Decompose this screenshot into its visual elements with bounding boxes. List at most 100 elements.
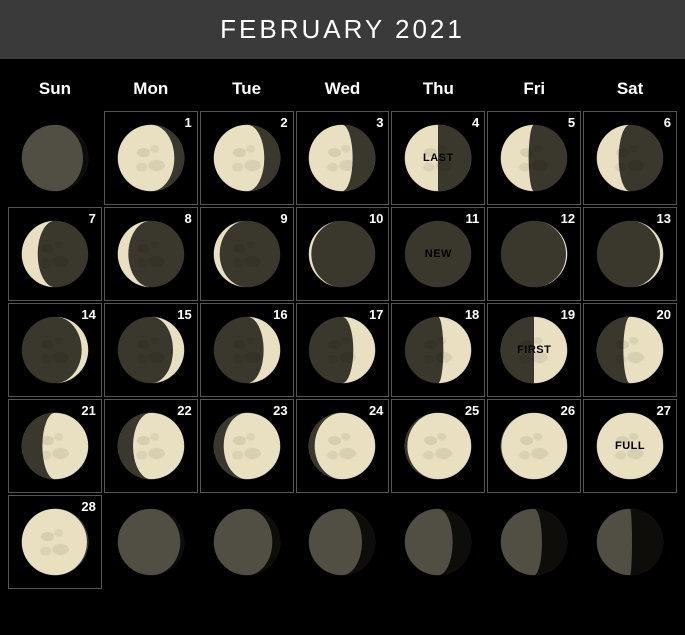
day-number: 3: [376, 115, 383, 130]
day-number: 6: [664, 115, 671, 130]
moon-phase-icon: [114, 505, 188, 579]
calendar-cell: 15: [104, 303, 198, 397]
day-number: 9: [280, 211, 287, 226]
calendar-cell: 6: [583, 111, 677, 205]
day-number: 4: [472, 115, 479, 130]
calendar-cell: 13: [583, 207, 677, 301]
moon-phase-icon: [114, 313, 188, 387]
day-number: 28: [81, 499, 95, 514]
calendar-cell: [8, 111, 102, 205]
day-number: 10: [369, 211, 383, 226]
day-header-tue: Tue: [200, 69, 294, 105]
moon-phase-icon: [114, 217, 188, 291]
calendar-cell: 8: [104, 207, 198, 301]
day-number: 20: [657, 307, 671, 322]
day-number: 1: [184, 115, 191, 130]
day-number: 27: [657, 403, 671, 418]
calendar-body: Sun Mon Tue Wed Thu Fri Sat 1: [0, 59, 685, 597]
moon-phase-icon: [593, 217, 667, 291]
moon-phase-icon: [401, 409, 475, 483]
calendar-cell: 9: [200, 207, 294, 301]
calendar-cell: 12: [487, 207, 581, 301]
calendar-cell: 5: [487, 111, 581, 205]
moon-phase-icon: [210, 505, 284, 579]
moon-phase-icon: [18, 313, 92, 387]
day-header-fri: Fri: [487, 69, 581, 105]
day-header-mon: Mon: [104, 69, 198, 105]
day-number: 5: [568, 115, 575, 130]
moon-phase-icon: [593, 313, 667, 387]
calendar-cell: 7: [8, 207, 102, 301]
calendar-cell: [583, 495, 677, 589]
day-number: 26: [561, 403, 575, 418]
calendar-cell: 22: [104, 399, 198, 493]
day-header-thu: Thu: [391, 69, 485, 105]
calendar-title: FEBRUARY 2021: [0, 14, 685, 45]
calendar-cell: 24: [296, 399, 390, 493]
calendar-cell: 17: [296, 303, 390, 397]
calendar-cell: 1: [104, 111, 198, 205]
calendar-cell: [487, 495, 581, 589]
moon-phase-icon: [18, 121, 92, 195]
moon-phase-icon: [18, 409, 92, 483]
calendar-cell: 27 FULL: [583, 399, 677, 493]
calendar-header: FEBRUARY 2021: [0, 0, 685, 59]
moon-phase-icon: [114, 121, 188, 195]
calendar-cell: [200, 495, 294, 589]
day-number: 13: [657, 211, 671, 226]
phase-label: NEW: [425, 248, 452, 260]
day-number: 25: [465, 403, 479, 418]
calendar-cell: 2: [200, 111, 294, 205]
day-number: 19: [561, 307, 575, 322]
moon-phase-icon: [210, 217, 284, 291]
calendar-cell: 4 LAST: [391, 111, 485, 205]
day-number: 24: [369, 403, 383, 418]
moon-phase-icon: [18, 217, 92, 291]
day-number: 12: [561, 211, 575, 226]
moon-phase-icon: [305, 505, 379, 579]
calendar-cell: 26: [487, 399, 581, 493]
calendar-cell: 3: [296, 111, 390, 205]
calendar-cell: 28: [8, 495, 102, 589]
day-header-sun: Sun: [8, 69, 102, 105]
calendar-cell: 14: [8, 303, 102, 397]
moon-phase-icon: [497, 505, 571, 579]
moon-phase-icon: [18, 505, 92, 579]
calendar-cell: [104, 495, 198, 589]
moon-phase-icon: [210, 121, 284, 195]
moon-phase-icon: [305, 409, 379, 483]
day-number: 23: [273, 403, 287, 418]
calendar-grid: 1 2 3: [8, 111, 677, 589]
calendar-cell: 20: [583, 303, 677, 397]
day-number: 14: [81, 307, 95, 322]
day-number: 17: [369, 307, 383, 322]
day-number: 15: [177, 307, 191, 322]
day-header-sat: Sat: [583, 69, 677, 105]
phase-label: LAST: [423, 152, 454, 164]
moon-phase-icon: [401, 505, 475, 579]
moon-phase-icon: [305, 313, 379, 387]
moon-phase-icon: [497, 217, 571, 291]
day-header-row: Sun Mon Tue Wed Thu Fri Sat: [8, 69, 677, 105]
calendar-cell: 16: [200, 303, 294, 397]
moon-phase-icon: [593, 121, 667, 195]
calendar-cell: [391, 495, 485, 589]
calendar-cell: 11 NEW: [391, 207, 485, 301]
phase-label: FULL: [615, 440, 645, 452]
moon-phase-icon: [497, 121, 571, 195]
moon-phase-icon: [305, 217, 379, 291]
day-number: 2: [280, 115, 287, 130]
moon-phase-icon: [497, 409, 571, 483]
calendar-cell: 10: [296, 207, 390, 301]
day-header-wed: Wed: [296, 69, 390, 105]
day-number: 18: [465, 307, 479, 322]
moon-phase-icon: [593, 505, 667, 579]
day-number: 22: [177, 403, 191, 418]
calendar-cell: 18: [391, 303, 485, 397]
day-number: 21: [81, 403, 95, 418]
day-number: 16: [273, 307, 287, 322]
calendar-cell: [296, 495, 390, 589]
moon-phase-icon: [305, 121, 379, 195]
moon-phase-icon: [401, 313, 475, 387]
calendar-cell: 23: [200, 399, 294, 493]
